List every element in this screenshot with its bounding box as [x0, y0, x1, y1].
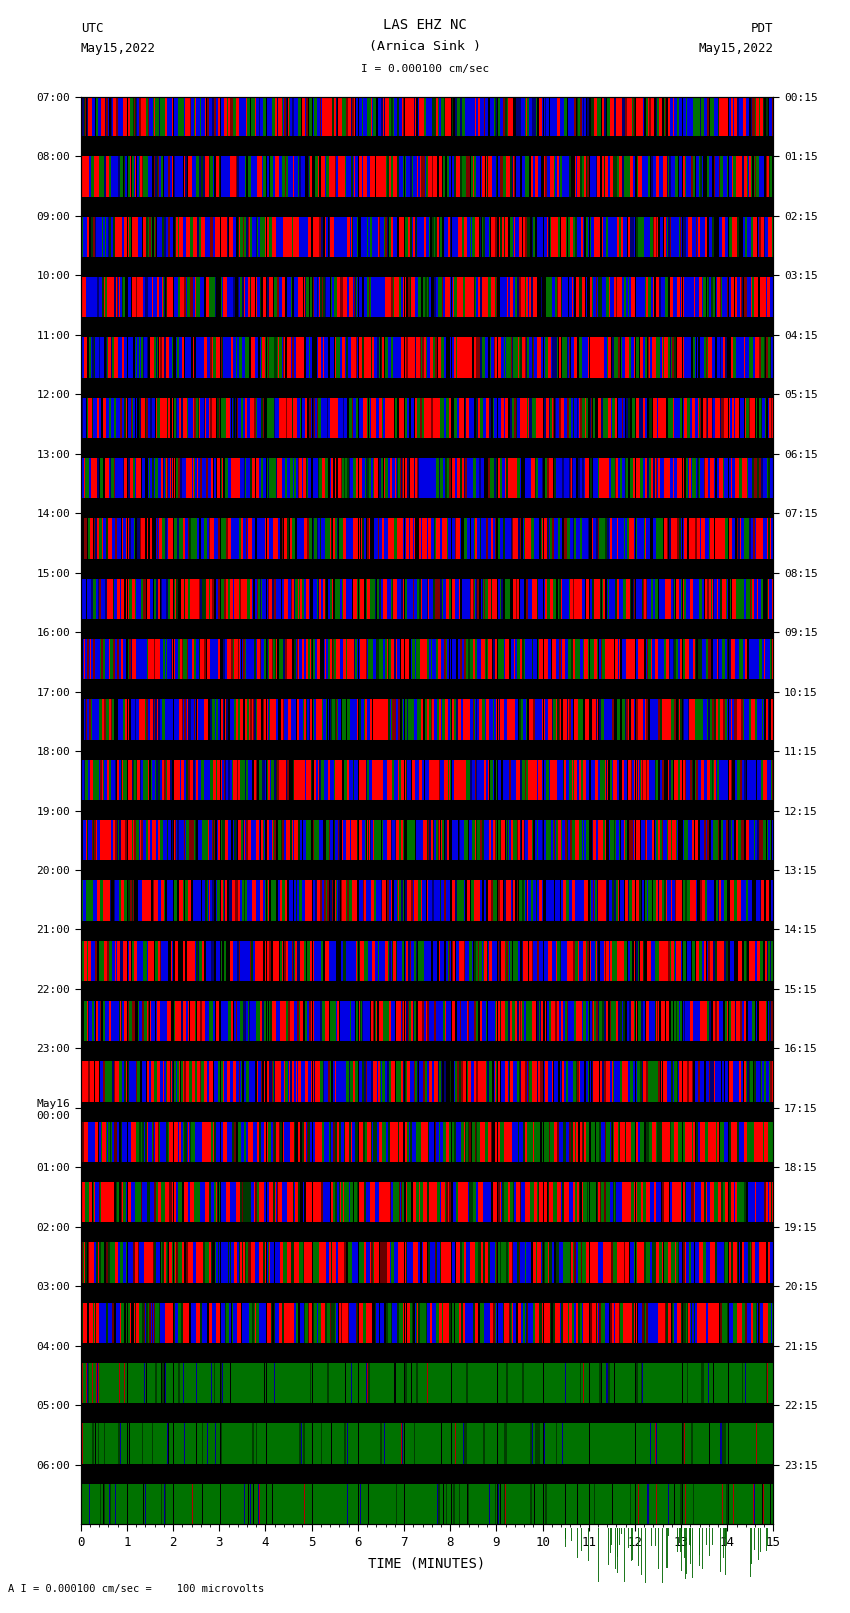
Text: PDT: PDT — [751, 23, 774, 35]
Text: A I = 0.000100 cm/sec =    100 microvolts: A I = 0.000100 cm/sec = 100 microvolts — [8, 1584, 264, 1594]
Text: (Arnica Sink ): (Arnica Sink ) — [369, 40, 481, 53]
Text: LAS EHZ NC: LAS EHZ NC — [383, 18, 467, 32]
Text: UTC: UTC — [81, 23, 103, 35]
Text: May15,2022: May15,2022 — [699, 42, 774, 55]
Text: May15,2022: May15,2022 — [81, 42, 156, 55]
Text: I = 0.000100 cm/sec: I = 0.000100 cm/sec — [361, 65, 489, 74]
X-axis label: TIME (MINUTES): TIME (MINUTES) — [369, 1557, 485, 1569]
